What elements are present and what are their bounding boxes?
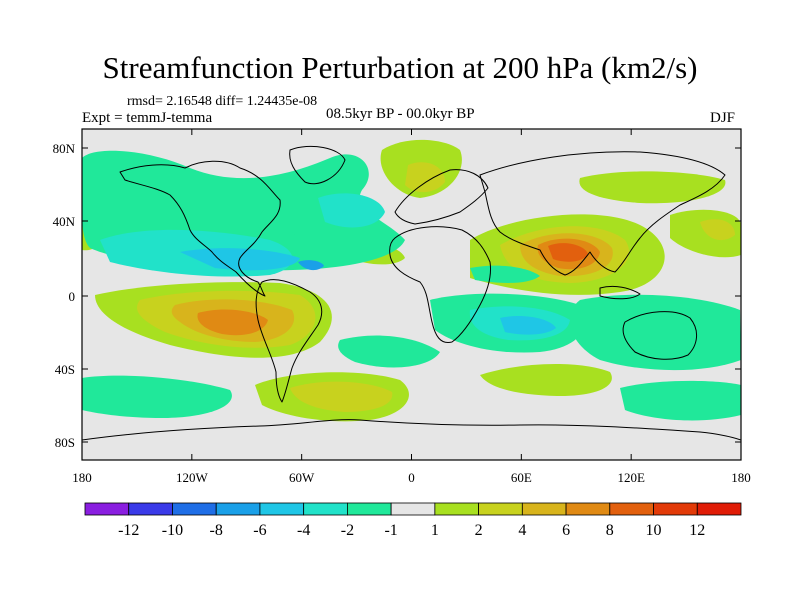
contour-region: [569, 294, 741, 371]
contour-region: [500, 316, 556, 335]
x-tick-label: 60W: [289, 470, 315, 485]
contour-region: [620, 380, 741, 421]
colorbar-swatch: [84, 502, 130, 516]
contour-region: [470, 265, 540, 283]
coast-asia: [479, 151, 726, 276]
colorbar-swatch: [653, 502, 698, 516]
x-tick-label: 0: [408, 470, 415, 485]
contour-region: [480, 364, 612, 396]
colorbar-label: -1: [384, 522, 397, 539]
coast-south-america: [255, 279, 323, 403]
y-tick-label: 40N: [53, 214, 76, 229]
coast-australia: [622, 311, 697, 360]
colorbar-label: 1: [431, 522, 439, 539]
contour-region: [338, 335, 440, 368]
colorbar-label: -10: [162, 522, 183, 539]
coast-africa: [389, 226, 491, 344]
y-tick-label: 40S: [55, 362, 75, 377]
colorbar-swatch: [609, 502, 654, 516]
map-title: Streamfunction Perturbation at 200 hPa (…: [102, 50, 698, 85]
x-tick-label: 180: [72, 470, 92, 485]
colorbar-swatch: [478, 502, 523, 516]
contour-region: [290, 226, 309, 236]
contour-region: [197, 309, 268, 336]
period-label: 08.5kyr BP - 00.0kyr BP: [326, 106, 475, 122]
stats-line: rmsd= 2.16548 diff= 1.24435e-08: [127, 94, 318, 109]
coast-europe: [394, 169, 489, 225]
y-tick-label: 80N: [53, 141, 76, 156]
colorbar-label: 10: [646, 522, 662, 539]
y-tick-label: 0: [69, 289, 76, 304]
colorbar-label: 6: [562, 522, 570, 539]
contour-region: [700, 219, 735, 241]
colorbar-swatch: [390, 502, 436, 516]
contour-region: [548, 243, 588, 262]
axis-ticks: 180 120W 60W 0 60E 120E 180 80N 40N 0 40S 80S: [53, 129, 751, 485]
contour-region: [82, 375, 232, 418]
colorbar-label: -12: [118, 522, 139, 539]
colorbar-swatch: [128, 502, 173, 516]
season-label: DJF: [710, 110, 736, 126]
colorbar-label: 4: [518, 522, 526, 539]
colorbar-swatch: [215, 502, 261, 516]
contour-region: [579, 171, 726, 204]
contour-region: [298, 260, 324, 271]
contour-region: [318, 193, 385, 228]
colorbar-swatch: [521, 502, 567, 516]
y-tick-label: 80S: [55, 435, 75, 450]
x-tick-label: 120W: [176, 470, 209, 485]
colorbar-swatch: [303, 502, 348, 516]
colorbar-label: 2: [475, 522, 483, 539]
contour-region: [180, 248, 300, 271]
coast-greenland: [289, 145, 346, 185]
colorbar-label: -2: [341, 522, 354, 539]
colorbar-swatch: [565, 502, 611, 516]
contour-field: [82, 129, 741, 460]
x-tick-label: 120E: [617, 470, 645, 485]
colorbar-swatch: [172, 502, 217, 516]
coast-antarctica: [82, 419, 741, 441]
contour-region: [405, 162, 445, 193]
colorbar-swatch: [434, 502, 480, 516]
experiment-label: Expt = temmJ-temma: [82, 110, 213, 126]
colorbar-label: 8: [606, 522, 614, 539]
x-tick-label: 180: [731, 470, 751, 485]
colorbar-label: -6: [253, 522, 266, 539]
colorbar-swatch: [259, 502, 305, 516]
colorbar-label: -4: [297, 522, 310, 539]
colorbar: -12 -10 -8 -6 -4 -2 -1 1 2 4 6 8 10 12: [84, 502, 742, 539]
contour-region: [290, 381, 393, 412]
colorbar-swatch: [346, 502, 392, 516]
colorbar-label: 12: [689, 522, 705, 539]
coast-north-america: [119, 160, 281, 297]
colorbar-label: -8: [210, 522, 223, 539]
colorbar-swatch: [696, 502, 742, 516]
x-tick-label: 60E: [511, 470, 532, 485]
coastlines: [82, 145, 741, 441]
coast-indonesia: [599, 285, 641, 300]
